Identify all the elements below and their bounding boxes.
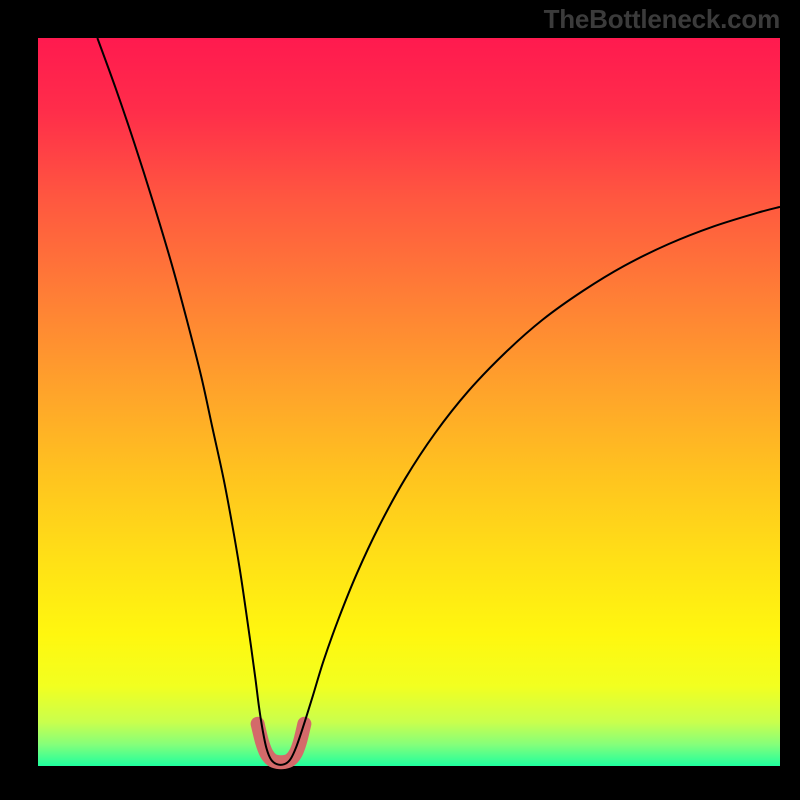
plot-area xyxy=(38,38,780,766)
chart-container: TheBottleneck.com xyxy=(0,0,800,800)
watermark-text: TheBottleneck.com xyxy=(544,4,780,35)
curves-layer xyxy=(38,38,780,766)
bottleneck-main-curve xyxy=(97,38,780,765)
